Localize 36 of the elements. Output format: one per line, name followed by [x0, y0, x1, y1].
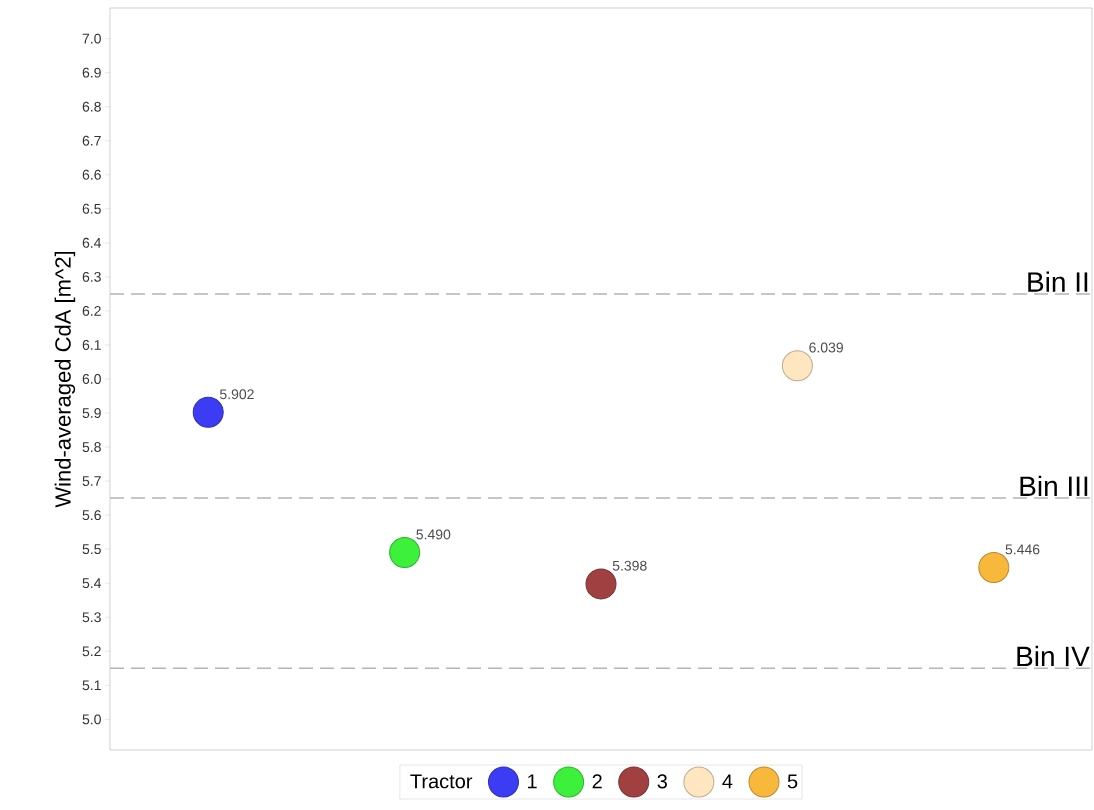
y-tick-label: 7.0 — [82, 33, 101, 44]
legend-label: 3 — [657, 774, 667, 789]
y-tick-label: 6.2 — [82, 305, 101, 316]
y-tick-label: 6.5 — [82, 203, 101, 214]
y-tick-label: 5.2 — [82, 646, 101, 657]
y-tick-label: 6.8 — [82, 101, 101, 112]
legend-title: Tractor — [410, 774, 473, 789]
y-tick-label: 5.3 — [82, 612, 101, 623]
y-tick-label: 5.1 — [82, 680, 101, 691]
y-tick-label: 6.4 — [82, 237, 102, 248]
data-label: 5.490 — [416, 529, 451, 540]
y-tick-label: 5.0 — [82, 714, 101, 725]
y-tick-label: 5.6 — [82, 510, 101, 521]
y-tick-label: 5.8 — [82, 442, 101, 453]
data-label: 5.902 — [219, 389, 254, 400]
legend-label: 2 — [592, 774, 602, 789]
y-tick-label: 5.9 — [82, 408, 101, 418]
y-axis-title: Wind-averaged CdA [m^2] — [54, 251, 76, 508]
ref-line-label: Bin II — [1028, 271, 1088, 292]
legend-label: 5 — [787, 774, 798, 789]
y-tick-label: 6.1 — [82, 339, 101, 350]
y-tick-label: 6.7 — [82, 135, 101, 146]
data-label: 5.446 — [1005, 544, 1040, 555]
y-tick-label: 5.7 — [82, 476, 101, 486]
legend-label: 1 — [528, 774, 537, 789]
data-label: 6.039 — [809, 342, 843, 353]
y-tick-label: 6.3 — [82, 271, 101, 282]
y-tick-label: 6.0 — [82, 374, 101, 384]
y-tick-label: 6.6 — [82, 169, 101, 180]
ref-line-label: Bin III — [1020, 475, 1088, 496]
y-tick-label: 6.9 — [82, 67, 101, 78]
y-tick-label: 5.5 — [82, 544, 101, 555]
legend-label: 4 — [722, 774, 733, 789]
data-label: 5.398 — [612, 560, 647, 571]
y-tick-label: 5.4 — [82, 578, 102, 589]
ref-line-label: Bin IV — [1017, 645, 1090, 667]
